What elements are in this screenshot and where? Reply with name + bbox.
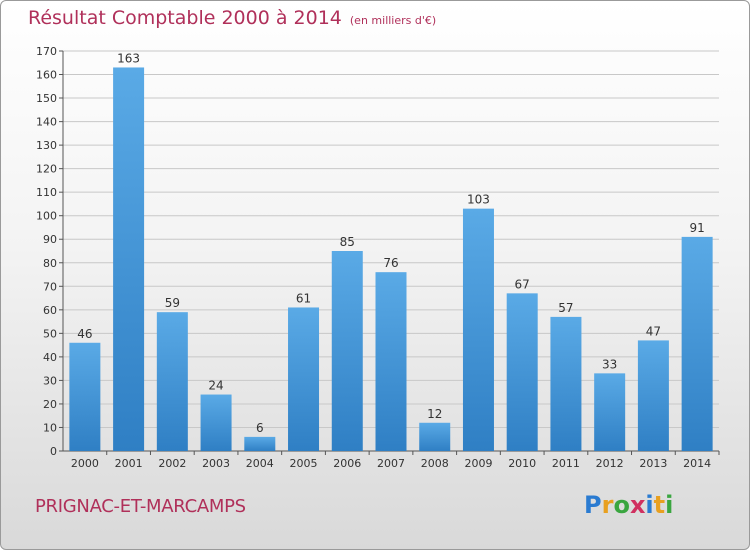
data-label-2007: 76 xyxy=(383,256,398,270)
y-tick-label: 170 xyxy=(36,45,57,58)
y-tick-label: 160 xyxy=(36,69,57,82)
data-label-2001: 163 xyxy=(117,51,140,65)
y-tick-label: 70 xyxy=(43,280,57,293)
logo-letter: r xyxy=(601,491,614,519)
bar-2009 xyxy=(462,208,494,451)
x-tick-label: 2010 xyxy=(508,457,536,470)
y-tick-label: 50 xyxy=(43,327,57,340)
y-tick-label: 140 xyxy=(36,116,57,129)
x-tick-label: 2013 xyxy=(639,457,667,470)
logo-letter: i xyxy=(645,491,654,519)
y-tick-label: 20 xyxy=(43,398,57,411)
y-tick-label: 30 xyxy=(43,374,57,387)
data-label-2013: 47 xyxy=(646,324,661,338)
data-label-2002: 59 xyxy=(165,296,180,310)
data-label-2006: 85 xyxy=(340,235,355,249)
data-label-2003: 24 xyxy=(208,379,223,393)
bar-2011 xyxy=(550,316,582,451)
commune-name: PRIGNAC-ET-MARCAMPS xyxy=(35,496,246,517)
x-tick-label: 2012 xyxy=(596,457,624,470)
bar-2013 xyxy=(637,340,669,451)
bar-2000 xyxy=(69,342,101,451)
x-tick-label: 2000 xyxy=(71,457,99,470)
bar-2006 xyxy=(331,251,363,451)
logo-letter: o xyxy=(613,491,630,519)
bar-2005 xyxy=(288,307,320,451)
data-label-2012: 33 xyxy=(602,357,617,371)
bar-2014 xyxy=(681,236,713,451)
y-tick-label: 130 xyxy=(36,139,57,152)
y-tick-label: 80 xyxy=(43,257,57,270)
data-label-2005: 61 xyxy=(296,291,311,305)
x-tick-label: 2011 xyxy=(552,457,580,470)
data-label-2011: 57 xyxy=(558,301,573,315)
y-tick-label: 150 xyxy=(36,92,57,105)
y-tick-label: 100 xyxy=(36,210,57,223)
chart-title-text: Résultat Comptable 2000 à 2014 xyxy=(28,7,342,29)
proxiti-logo: Proxiti xyxy=(584,491,673,519)
data-label-2010: 67 xyxy=(515,277,530,291)
y-tick-label: 90 xyxy=(43,233,57,246)
chart-unit: (en milliers d'€) xyxy=(349,14,437,27)
data-label-2000: 46 xyxy=(77,327,92,341)
x-tick-label: 2006 xyxy=(333,457,361,470)
x-tick-label: 2001 xyxy=(115,457,143,470)
data-label-2004: 6 xyxy=(256,421,264,435)
data-label-2008: 12 xyxy=(427,407,442,421)
x-tick-label: 2009 xyxy=(464,457,492,470)
bar-2003 xyxy=(200,394,232,451)
bar-2001 xyxy=(113,67,145,452)
y-tick-label: 110 xyxy=(36,186,57,199)
y-tick-label: 120 xyxy=(36,163,57,176)
bar-2007 xyxy=(375,272,407,451)
logo-letter: P xyxy=(584,491,602,519)
x-tick-label: 2005 xyxy=(290,457,318,470)
x-tick-label: 2008 xyxy=(421,457,449,470)
logo-letter: t xyxy=(653,491,666,519)
x-tick-label: 2007 xyxy=(377,457,405,470)
chart-title: Résultat Comptable 2000 à 2014 (en millie… xyxy=(28,7,436,29)
bar-2002 xyxy=(156,312,188,451)
x-tick-label: 2002 xyxy=(158,457,186,470)
logo-letter: i xyxy=(665,491,674,519)
x-tick-label: 2004 xyxy=(246,457,274,470)
bar-2012 xyxy=(594,373,626,451)
y-tick-label: 0 xyxy=(50,445,57,458)
bar-2008 xyxy=(419,422,451,451)
x-tick-label: 2014 xyxy=(683,457,711,470)
logo-letter: x xyxy=(629,491,646,519)
y-tick-label: 40 xyxy=(43,351,57,364)
bar-2004 xyxy=(244,436,276,451)
y-tick-label: 10 xyxy=(43,421,57,434)
data-label-2009: 103 xyxy=(467,193,490,207)
y-tick-label: 60 xyxy=(43,304,57,317)
x-tick-label: 2003 xyxy=(202,457,230,470)
bar-2010 xyxy=(506,293,538,451)
data-label-2014: 91 xyxy=(689,221,704,235)
